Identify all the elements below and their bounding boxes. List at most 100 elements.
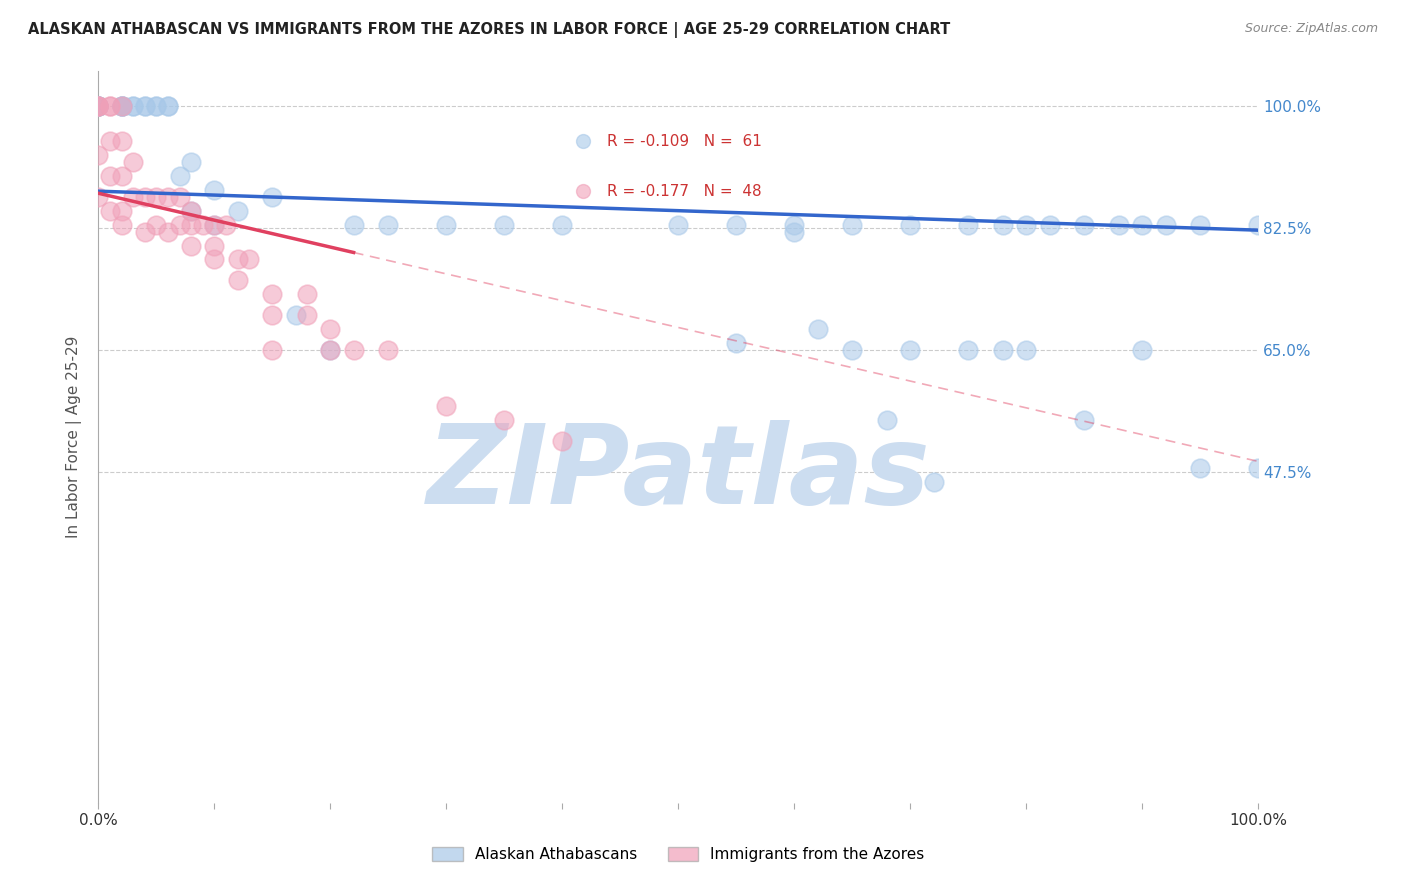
Point (145, 99, 167, 113)
Point (87, 99, 110, 113)
Point (87, 99, 110, 113)
Point (169, 218, 191, 232)
Point (111, 134, 132, 148)
Point (343, 343, 366, 357)
Point (262, 287, 284, 301)
Point (841, 343, 863, 357)
Point (180, 238, 202, 252)
Point (134, 99, 156, 113)
Point (134, 99, 156, 113)
Point (1015, 343, 1038, 357)
Point (297, 308, 319, 322)
Legend: Alaskan Athabascans, Immigrants from the Azores: Alaskan Athabascans, Immigrants from the… (426, 841, 931, 868)
Point (157, 99, 180, 113)
Point (134, 225, 156, 239)
Point (551, 434, 574, 448)
Point (145, 99, 167, 113)
Point (87, 148, 110, 162)
Point (134, 190, 156, 204)
Text: R = -0.177   N =  48: R = -0.177 N = 48 (607, 184, 762, 199)
Point (98, 203, 121, 218)
Point (204, 218, 226, 232)
Point (204, 252, 226, 267)
Point (122, 190, 145, 204)
Point (204, 238, 226, 252)
Point (111, 99, 132, 113)
Point (226, 203, 249, 218)
Point (993, 218, 1015, 232)
Y-axis label: In Labor Force | Age 25-29: In Labor Force | Age 25-29 (66, 336, 83, 538)
Point (98, 169, 121, 183)
Point (725, 218, 748, 232)
Point (494, 218, 516, 232)
Point (1073, 412, 1095, 426)
Point (87, 190, 110, 204)
Point (1073, 218, 1095, 232)
Point (262, 308, 284, 322)
Point (87, 99, 110, 113)
Point (87, 99, 110, 113)
Point (876, 412, 898, 426)
Point (262, 343, 284, 357)
Point (957, 218, 980, 232)
Point (957, 343, 980, 357)
Point (87, 99, 110, 113)
Point (377, 343, 399, 357)
Point (204, 218, 226, 232)
Point (180, 203, 202, 218)
Point (122, 99, 145, 113)
Point (494, 412, 516, 426)
Point (157, 190, 180, 204)
Point (319, 322, 342, 336)
Point (1154, 218, 1177, 232)
Point (319, 343, 342, 357)
Point (572, 184, 595, 198)
Point (1015, 218, 1038, 232)
Point (111, 99, 132, 113)
Text: ZIPatlas: ZIPatlas (426, 420, 931, 527)
Text: R = -0.109   N =  61: R = -0.109 N = 61 (607, 134, 762, 149)
Point (111, 99, 132, 113)
Point (145, 218, 167, 232)
Point (783, 225, 806, 239)
Point (1247, 461, 1270, 475)
Point (725, 336, 748, 351)
Point (1108, 218, 1130, 232)
Point (169, 190, 191, 204)
Point (98, 134, 121, 148)
Point (111, 169, 132, 183)
Point (87, 99, 110, 113)
Point (1132, 343, 1154, 357)
Point (377, 218, 399, 232)
Point (98, 99, 121, 113)
Point (157, 225, 180, 239)
Point (238, 252, 260, 267)
Point (436, 399, 458, 413)
Point (87, 99, 110, 113)
Text: ALASKAN ATHABASCAN VS IMMIGRANTS FROM THE AZORES IN LABOR FORCE | AGE 25-29 CORR: ALASKAN ATHABASCAN VS IMMIGRANTS FROM TH… (28, 22, 950, 38)
Point (87, 99, 110, 113)
Point (783, 218, 806, 232)
Point (145, 190, 167, 204)
Point (1189, 218, 1212, 232)
Point (343, 218, 366, 232)
Point (900, 343, 922, 357)
Point (807, 322, 830, 336)
Point (922, 475, 945, 490)
Point (993, 343, 1015, 357)
Point (111, 99, 132, 113)
Point (122, 99, 145, 113)
Point (98, 99, 121, 113)
Point (319, 343, 342, 357)
Point (204, 183, 226, 197)
Point (297, 287, 319, 301)
Text: Source: ZipAtlas.com: Source: ZipAtlas.com (1244, 22, 1378, 36)
Point (900, 218, 922, 232)
Point (180, 203, 202, 218)
Point (226, 252, 249, 267)
Point (226, 273, 249, 287)
Point (180, 155, 202, 169)
Point (436, 218, 458, 232)
Point (87, 99, 110, 113)
Point (215, 218, 238, 232)
